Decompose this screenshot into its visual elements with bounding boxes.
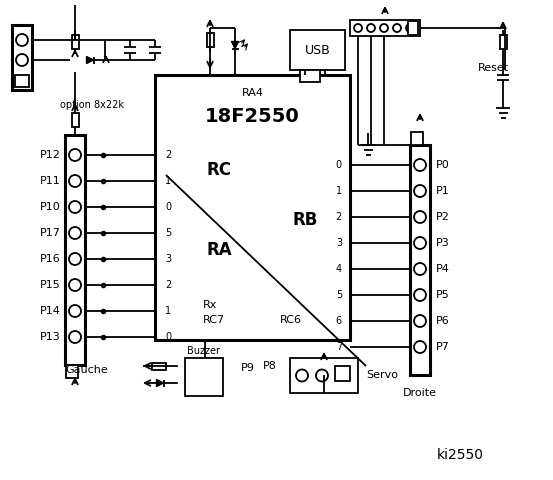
Text: 3: 3 (165, 254, 171, 264)
Text: P5: P5 (436, 290, 450, 300)
Bar (155, 75, 350, 340)
Text: P16: P16 (40, 254, 61, 264)
Text: P8: P8 (263, 361, 277, 371)
Text: 1: 1 (165, 176, 171, 186)
Bar (300, 70, 320, 82)
Text: RC7: RC7 (203, 315, 225, 325)
Text: Droite: Droite (403, 388, 437, 398)
Text: Servo: Servo (366, 371, 398, 381)
Text: Reset: Reset (478, 63, 509, 73)
Text: 5: 5 (165, 228, 171, 238)
Text: P0: P0 (436, 160, 450, 170)
Bar (71, 35, 79, 49)
Text: P1: P1 (436, 186, 450, 196)
Text: P9: P9 (241, 363, 255, 373)
Text: ki2550: ki2550 (436, 448, 483, 462)
Bar (408, 21, 418, 35)
Bar (71, 113, 79, 127)
Text: 1: 1 (165, 306, 171, 316)
Text: P10: P10 (40, 202, 61, 212)
Text: 2: 2 (165, 280, 171, 290)
Text: 6: 6 (336, 316, 342, 326)
Text: P7: P7 (436, 342, 450, 352)
Text: RA4: RA4 (242, 88, 263, 98)
Bar (65, 135, 85, 365)
Bar (290, 358, 358, 393)
Bar (66, 365, 78, 378)
Bar (12, 25, 32, 90)
Text: P3: P3 (436, 238, 450, 248)
Text: P4: P4 (436, 264, 450, 274)
Text: option 8x22k: option 8x22k (60, 100, 124, 110)
Bar (206, 33, 213, 47)
Bar (185, 358, 223, 396)
Text: P14: P14 (40, 306, 61, 316)
Polygon shape (232, 41, 238, 48)
Text: 3: 3 (336, 238, 342, 248)
Text: 0: 0 (336, 160, 342, 170)
Bar (411, 132, 423, 145)
Text: 0: 0 (165, 332, 171, 342)
Text: P2: P2 (436, 212, 450, 222)
Text: RA: RA (207, 241, 233, 259)
Text: P6: P6 (436, 316, 450, 326)
Text: 7: 7 (336, 342, 342, 352)
Bar (350, 20, 420, 36)
Text: P17: P17 (40, 228, 61, 238)
Bar (499, 35, 507, 49)
Text: USB: USB (305, 44, 330, 57)
Polygon shape (86, 57, 93, 63)
Text: Buzzer: Buzzer (187, 346, 221, 356)
Text: P11: P11 (40, 176, 61, 186)
Text: Rx: Rx (203, 300, 217, 310)
Text: P12: P12 (40, 150, 61, 160)
Polygon shape (156, 380, 164, 386)
Text: Gauche: Gauche (65, 365, 108, 375)
Text: 5: 5 (336, 290, 342, 300)
Text: P15: P15 (40, 280, 61, 290)
Text: 4: 4 (336, 264, 342, 274)
Text: 0: 0 (165, 202, 171, 212)
Text: RC6: RC6 (280, 315, 302, 325)
Bar (15, 75, 29, 87)
Text: 2: 2 (336, 212, 342, 222)
Bar (152, 362, 166, 370)
Text: P13: P13 (40, 332, 61, 342)
Text: 2: 2 (165, 150, 171, 160)
Text: RC: RC (207, 161, 232, 179)
Text: RB: RB (292, 211, 317, 229)
Text: 18F2550: 18F2550 (205, 108, 300, 127)
Bar (335, 366, 350, 381)
Text: 1: 1 (336, 186, 342, 196)
Bar (290, 30, 345, 70)
Bar (410, 145, 430, 375)
